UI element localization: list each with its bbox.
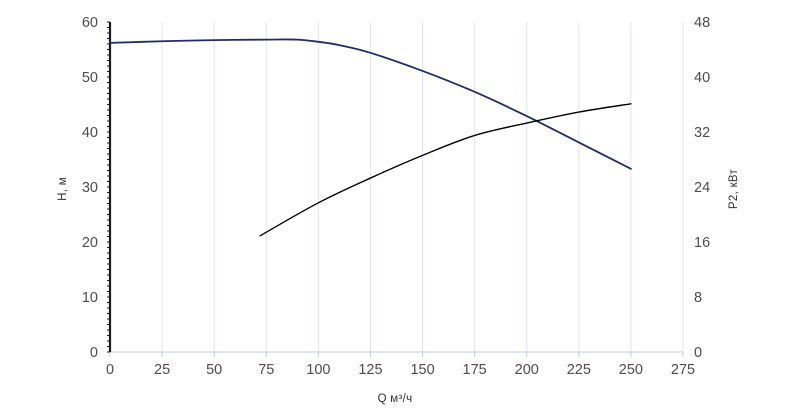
x-tick-label: 25	[154, 362, 170, 378]
x-tick-label: 150	[410, 362, 434, 378]
y-left-tick-label: 30	[82, 180, 98, 196]
y-right-tick-label: 40	[694, 70, 710, 86]
x-tick-label: 250	[619, 362, 643, 378]
x-tick-label: 100	[306, 362, 330, 378]
y-right-tick-label: 48	[694, 15, 710, 31]
head-curve-line	[109, 38, 632, 170]
y-axis-left-title: H, м	[57, 177, 69, 201]
x-tick-label: 75	[258, 362, 274, 378]
y-right-tick-label: 0	[694, 345, 702, 361]
y-left-tick-label: 20	[82, 235, 98, 251]
x-tick-label: 225	[567, 362, 591, 378]
x-axis-title: Q м³/ч	[378, 393, 413, 405]
y-right-tick-label: 32	[694, 125, 710, 141]
y-right-tick-label: 8	[694, 290, 702, 306]
x-tick-label: 125	[358, 362, 382, 378]
y-left-tick-label: 10	[82, 290, 98, 306]
series	[109, 38, 632, 237]
x-tick-label: 0	[106, 362, 114, 378]
tick-labels: 0 25 50 75 100 125 150 175 200 225 250 275010203040…	[82, 15, 710, 378]
x-tick-label: 275	[671, 362, 695, 378]
y-right-tick-label: 16	[694, 235, 710, 251]
gridlines	[161, 22, 684, 352]
axes	[107, 21, 684, 357]
x-tick-label: 200	[515, 362, 539, 378]
y-right-tick-label: 24	[694, 180, 710, 196]
x-tick-label: 50	[206, 362, 222, 378]
y-axis-right-title: P2, кВт	[728, 169, 740, 210]
y-left-tick-label: 50	[82, 70, 98, 86]
y-left-tick-label: 60	[82, 15, 98, 31]
y-left-tick-label: 0	[90, 345, 98, 361]
y-left-tick-label: 40	[82, 125, 98, 141]
x-tick-label: 175	[463, 362, 487, 378]
power-curve-line	[259, 103, 632, 237]
